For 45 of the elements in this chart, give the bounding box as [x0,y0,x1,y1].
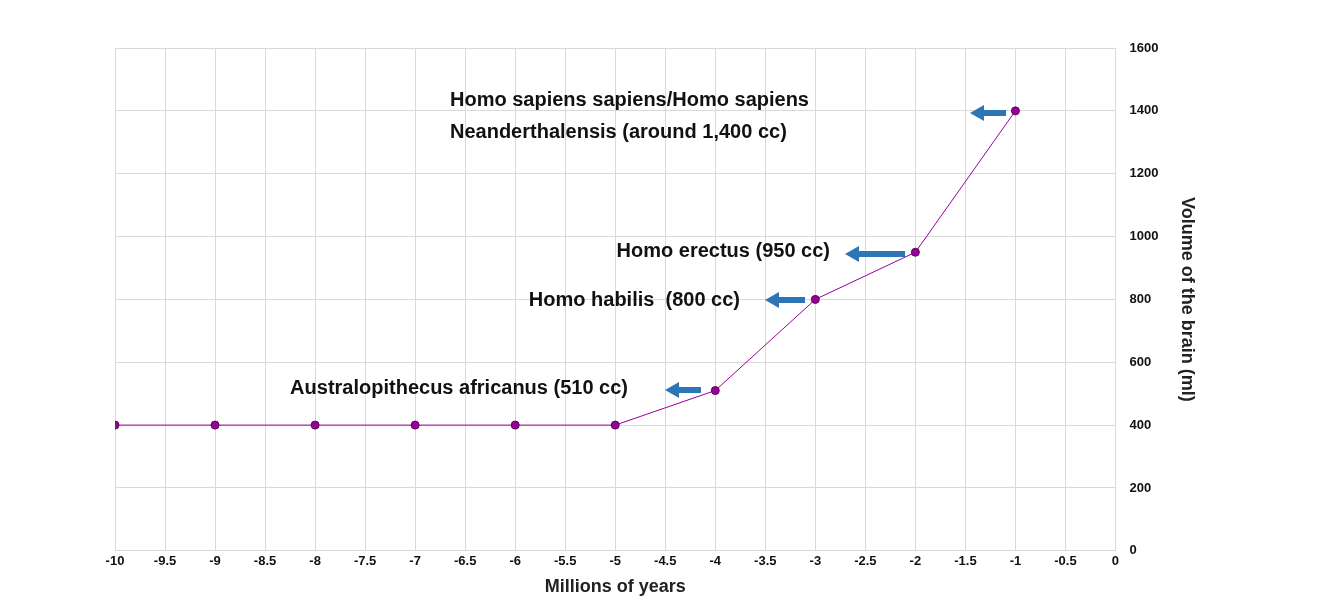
x-tick-label: 0 [1111,553,1120,569]
point [610,420,620,430]
x-tick-label: -2 [909,553,922,569]
y-tick-label: 600 [1129,353,1152,369]
x-tick-label: -0.5 [1054,553,1077,569]
point [1010,106,1020,116]
y-tick-label: 1200 [1129,165,1159,181]
x-tick-label: -9.5 [153,553,177,569]
y-tick-label: 0 [1129,542,1137,558]
point [710,386,720,396]
point [210,420,220,430]
x-tick-label: -8 [309,553,321,569]
annotation: Homo sapiens sapiens/Homo sapiens Neanderthalensis (around 1,400 cc) [450,87,809,142]
x-tick-label: -9 [209,553,221,569]
x-tick-label: -6 [509,553,521,569]
x-tick-label: -6.5 [453,553,477,569]
x-tick-label: -4 [709,553,722,569]
x-tick-label: -3 [809,553,822,569]
y-tick-label: 1400 [1129,102,1159,118]
y-tick-label: 800 [1129,290,1152,306]
x-tick-label: -1 [1009,553,1022,569]
point [910,247,920,257]
y-axis-title: Volume of the brain (ml) [1178,197,1199,402]
x-tick-label: -7.5 [353,553,377,569]
annotation: Homo habilis (800 cc) [528,287,740,310]
point [310,420,320,430]
x-axis-title: Millions of years [544,576,686,597]
x-tick-label: -3.5 [754,553,777,569]
x-tick-label: -5 [609,553,622,569]
y-tick-label: 1600 [1129,39,1159,55]
annotation: Homo erectus (950 cc) [616,238,830,261]
y-tick-label: 400 [1129,416,1152,432]
x-tick-label: -1.5 [954,553,977,569]
point [410,420,420,430]
x-tick-label: -10 [105,553,125,569]
x-tick-label: -7 [409,553,421,569]
annotation: Australopithecus africanus (510 cc) [290,375,628,398]
x-tick-label: -2.5 [854,553,877,569]
y-tick-label: 200 [1129,479,1152,495]
x-tick-label: -8.5 [253,553,277,569]
y-tick-label: 1000 [1129,228,1159,244]
x-tick-label: -5.5 [554,553,577,569]
point [810,294,820,304]
x-tick-label: -4.5 [654,553,677,569]
point [510,420,520,430]
